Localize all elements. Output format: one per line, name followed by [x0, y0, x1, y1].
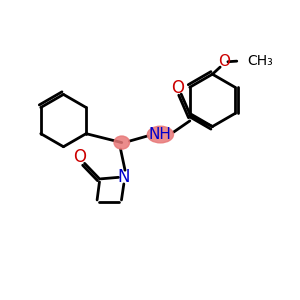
Text: O: O: [171, 79, 184, 97]
Text: O: O: [218, 54, 230, 69]
Text: O: O: [73, 148, 86, 166]
Ellipse shape: [114, 136, 130, 149]
Text: CH₃: CH₃: [248, 54, 273, 68]
Text: N: N: [118, 168, 130, 186]
Ellipse shape: [147, 126, 173, 143]
Text: NH: NH: [149, 127, 172, 142]
